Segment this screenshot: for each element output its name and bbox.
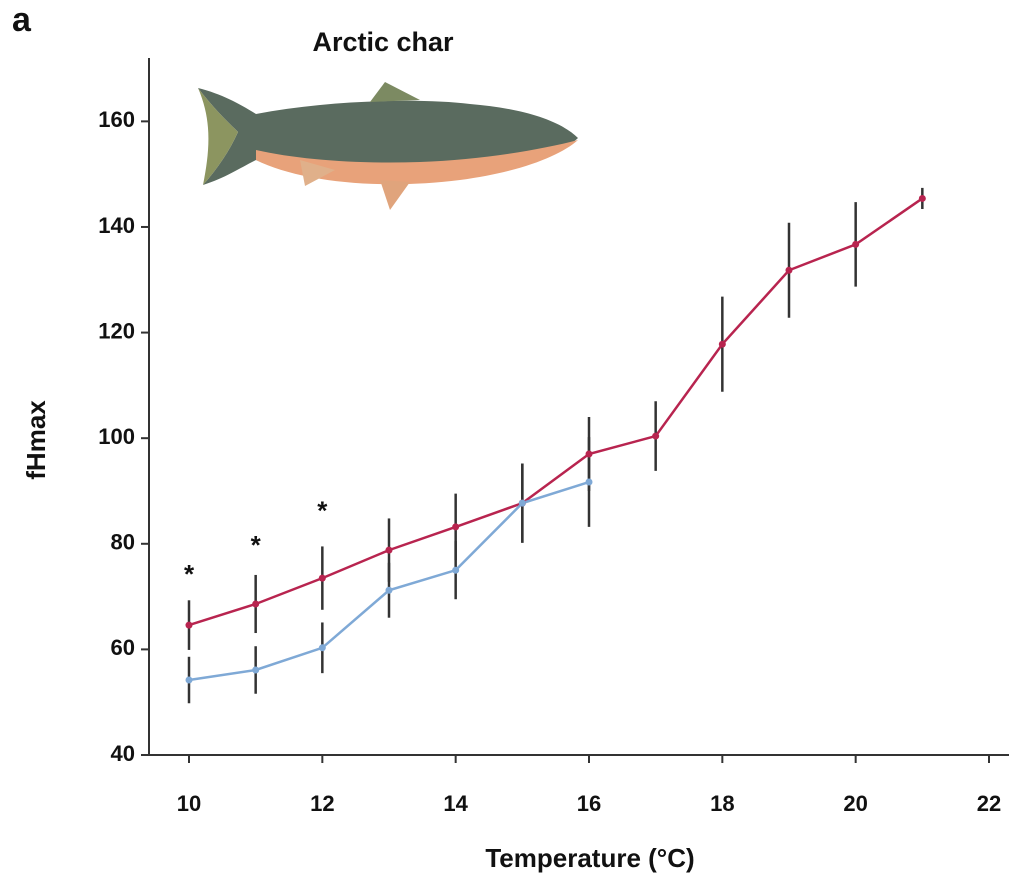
point — [452, 566, 460, 574]
point — [585, 450, 593, 458]
y-axis-label: fHmax — [21, 400, 51, 480]
series-line — [188, 197, 924, 627]
point — [652, 432, 660, 440]
y-tick-label: 80 — [111, 530, 135, 555]
point — [252, 600, 260, 608]
point — [852, 240, 860, 248]
fish-illustration — [198, 82, 578, 210]
point — [585, 478, 593, 486]
x-tick-label: 12 — [310, 791, 334, 816]
point — [452, 523, 460, 531]
x-tick-label: 20 — [843, 791, 867, 816]
point — [185, 676, 193, 684]
point — [718, 340, 726, 348]
y-tick-label: 160 — [98, 107, 135, 132]
x-tick-label: 10 — [177, 791, 201, 816]
y-tick-label: 60 — [111, 635, 135, 660]
point — [185, 621, 193, 629]
significance-mark: * — [317, 496, 328, 526]
point — [318, 644, 326, 652]
x-tick-label: 22 — [977, 791, 1001, 816]
y-tick-label: 120 — [98, 318, 135, 343]
x-tick-label: 18 — [710, 791, 734, 816]
x-tick-label: 14 — [443, 791, 468, 816]
point — [785, 266, 793, 274]
significance-mark: * — [184, 559, 195, 589]
significance-mark: * — [251, 530, 262, 560]
chart-title: Arctic char — [312, 27, 454, 57]
point — [385, 586, 393, 594]
x-axis-label: Temperature (°C) — [485, 843, 694, 873]
point — [518, 499, 526, 507]
point — [318, 574, 326, 582]
y-tick-label: 100 — [98, 424, 135, 449]
x-tick-label: 16 — [577, 791, 601, 816]
y-tick-label: 40 — [111, 741, 135, 766]
point — [252, 666, 260, 674]
point — [385, 546, 393, 554]
point — [918, 194, 926, 202]
panel-label: a — [12, 1, 32, 39]
y-tick-label: 140 — [98, 213, 135, 238]
